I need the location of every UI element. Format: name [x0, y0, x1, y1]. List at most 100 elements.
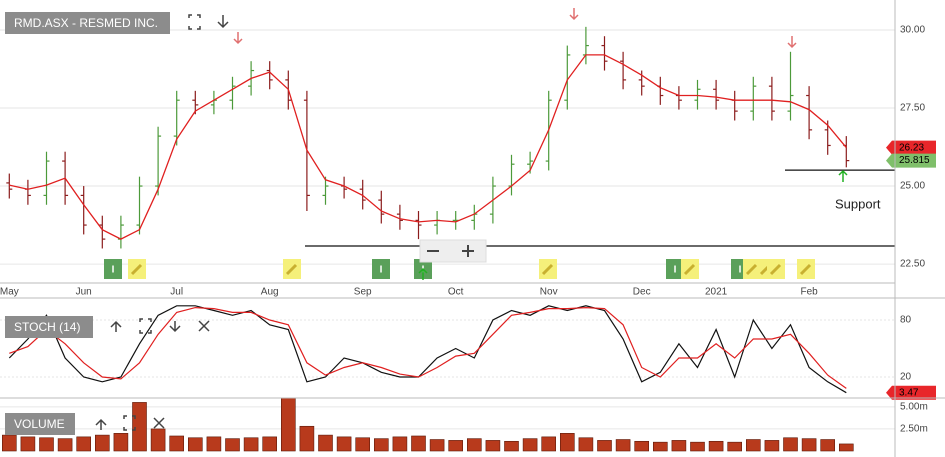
annotation: Support: [835, 196, 881, 211]
x-tick-label: May: [0, 287, 19, 298]
price-tag: [886, 140, 936, 155]
volume-bar: [708, 440, 724, 452]
volume-bar: [411, 435, 426, 452]
volume-bar: [504, 440, 519, 452]
volume-bar: [820, 439, 836, 452]
y-tick-label: 25.00: [900, 181, 925, 192]
volume-bar: [188, 437, 203, 452]
volume-bar: [448, 440, 464, 452]
event-icon-label: I: [380, 265, 383, 276]
x-tick-label: Feb: [800, 287, 818, 298]
y-tick-label: 30.00: [900, 25, 925, 36]
title-box: [5, 316, 93, 338]
volume-bar: [466, 438, 482, 452]
y-tick-label: 20: [900, 372, 912, 383]
y-tick-label: 80: [900, 315, 912, 326]
x-tick-label: Oct: [448, 287, 464, 298]
chart-title: RMD.ASX - RESMED INC.: [14, 16, 158, 30]
volume-bar: [838, 443, 854, 452]
volume-bar: [95, 434, 110, 452]
volume-bar: [392, 436, 408, 452]
price-tag-label: 25.815: [899, 155, 930, 166]
volume-bar: [1, 434, 17, 452]
volume-bar: [597, 440, 612, 452]
x-tick-label: Dec: [633, 287, 651, 298]
volume-bar: [76, 436, 91, 452]
x-tick-label: Jun: [76, 287, 92, 298]
x-tick-label: Sep: [354, 287, 372, 298]
x-tick-label: 2021: [705, 287, 728, 298]
volume-bar: [745, 439, 761, 452]
y-tick-label: 22.50: [900, 259, 925, 270]
price-tag: [886, 385, 936, 400]
note-icon-pencil: [130, 263, 143, 276]
zoom-controls[interactable]: [419, 239, 487, 263]
plot: 22.50 25.00 27.50 30.00 May Jun Jul Aug Sep Oct No…: [0, 25, 936, 452]
volume-bar: [299, 425, 315, 452]
volume-bar: [57, 438, 73, 452]
event-icon: [104, 259, 122, 279]
volume-bar: [355, 437, 371, 452]
signal-arrows: [233, 8, 797, 49]
volume-bar: [206, 436, 222, 452]
volume-bar: [132, 402, 147, 452]
event-icon: [666, 259, 684, 279]
title-box: [5, 12, 170, 34]
x-tick-label: Jul: [170, 287, 183, 298]
panel-title: STOCH (14): [14, 320, 80, 334]
volume-bar: [336, 436, 352, 452]
y-tick-label: 5.00m: [900, 401, 928, 412]
volume-bar: [727, 441, 743, 452]
volume-bar: [280, 397, 296, 452]
toolbar-icons[interactable]: [95, 14, 229, 431]
volume-bar: [541, 436, 557, 452]
volume-bar: [671, 440, 687, 452]
y-tick-label: 27.50: [900, 103, 925, 114]
note-icon-pencil: [541, 263, 554, 276]
volume-bar: [801, 438, 817, 452]
volume-bar: [169, 435, 184, 452]
volume-bar: [20, 436, 36, 452]
event-icon-label: I: [112, 265, 115, 276]
volume-bar: [39, 437, 54, 452]
signal-arrows: [418, 169, 848, 280]
volume-bar: [559, 433, 575, 452]
volume-bar: [634, 440, 650, 452]
stoch-line: [9, 306, 847, 389]
event-icon-label: I: [739, 265, 742, 276]
zoom-box: [419, 239, 487, 263]
volume-bar: [485, 440, 501, 452]
note-icon-pencil: [799, 263, 812, 276]
y-tick-label: 2.50m: [900, 424, 928, 435]
price-tag: [886, 153, 936, 168]
volume-bar: [225, 438, 240, 452]
volume-bar: [318, 434, 333, 452]
panel-title: VOLUME: [14, 417, 65, 431]
volume-bar: [429, 439, 445, 452]
event-icon: [372, 259, 390, 279]
x-tick-label: Nov: [540, 287, 558, 298]
volume-bar: [522, 438, 538, 452]
price-tag-label: 26.23: [899, 142, 924, 153]
price-tag-label: 3.47: [899, 387, 919, 398]
volume-bar: [783, 437, 798, 452]
volume-bar: [652, 441, 668, 452]
volume-bar: [373, 438, 389, 452]
note-icon-pencil: [769, 263, 782, 276]
volume-bar: [243, 437, 259, 452]
note-icon-pencil: [683, 263, 696, 276]
x-tick-label: Aug: [261, 287, 279, 298]
volume-bar: [764, 440, 780, 452]
volume-bar: [615, 439, 631, 452]
note-icon-pencil: [285, 263, 298, 276]
zoom-in[interactable]: [462, 245, 474, 257]
volume-bar: [578, 437, 594, 452]
volume-bar: [113, 433, 129, 452]
volume-bar: [262, 436, 278, 452]
title-box: [5, 413, 75, 435]
moving-average: [9, 54, 847, 240]
event-icon-label: I: [674, 265, 677, 276]
stoch-line: [8, 305, 847, 394]
